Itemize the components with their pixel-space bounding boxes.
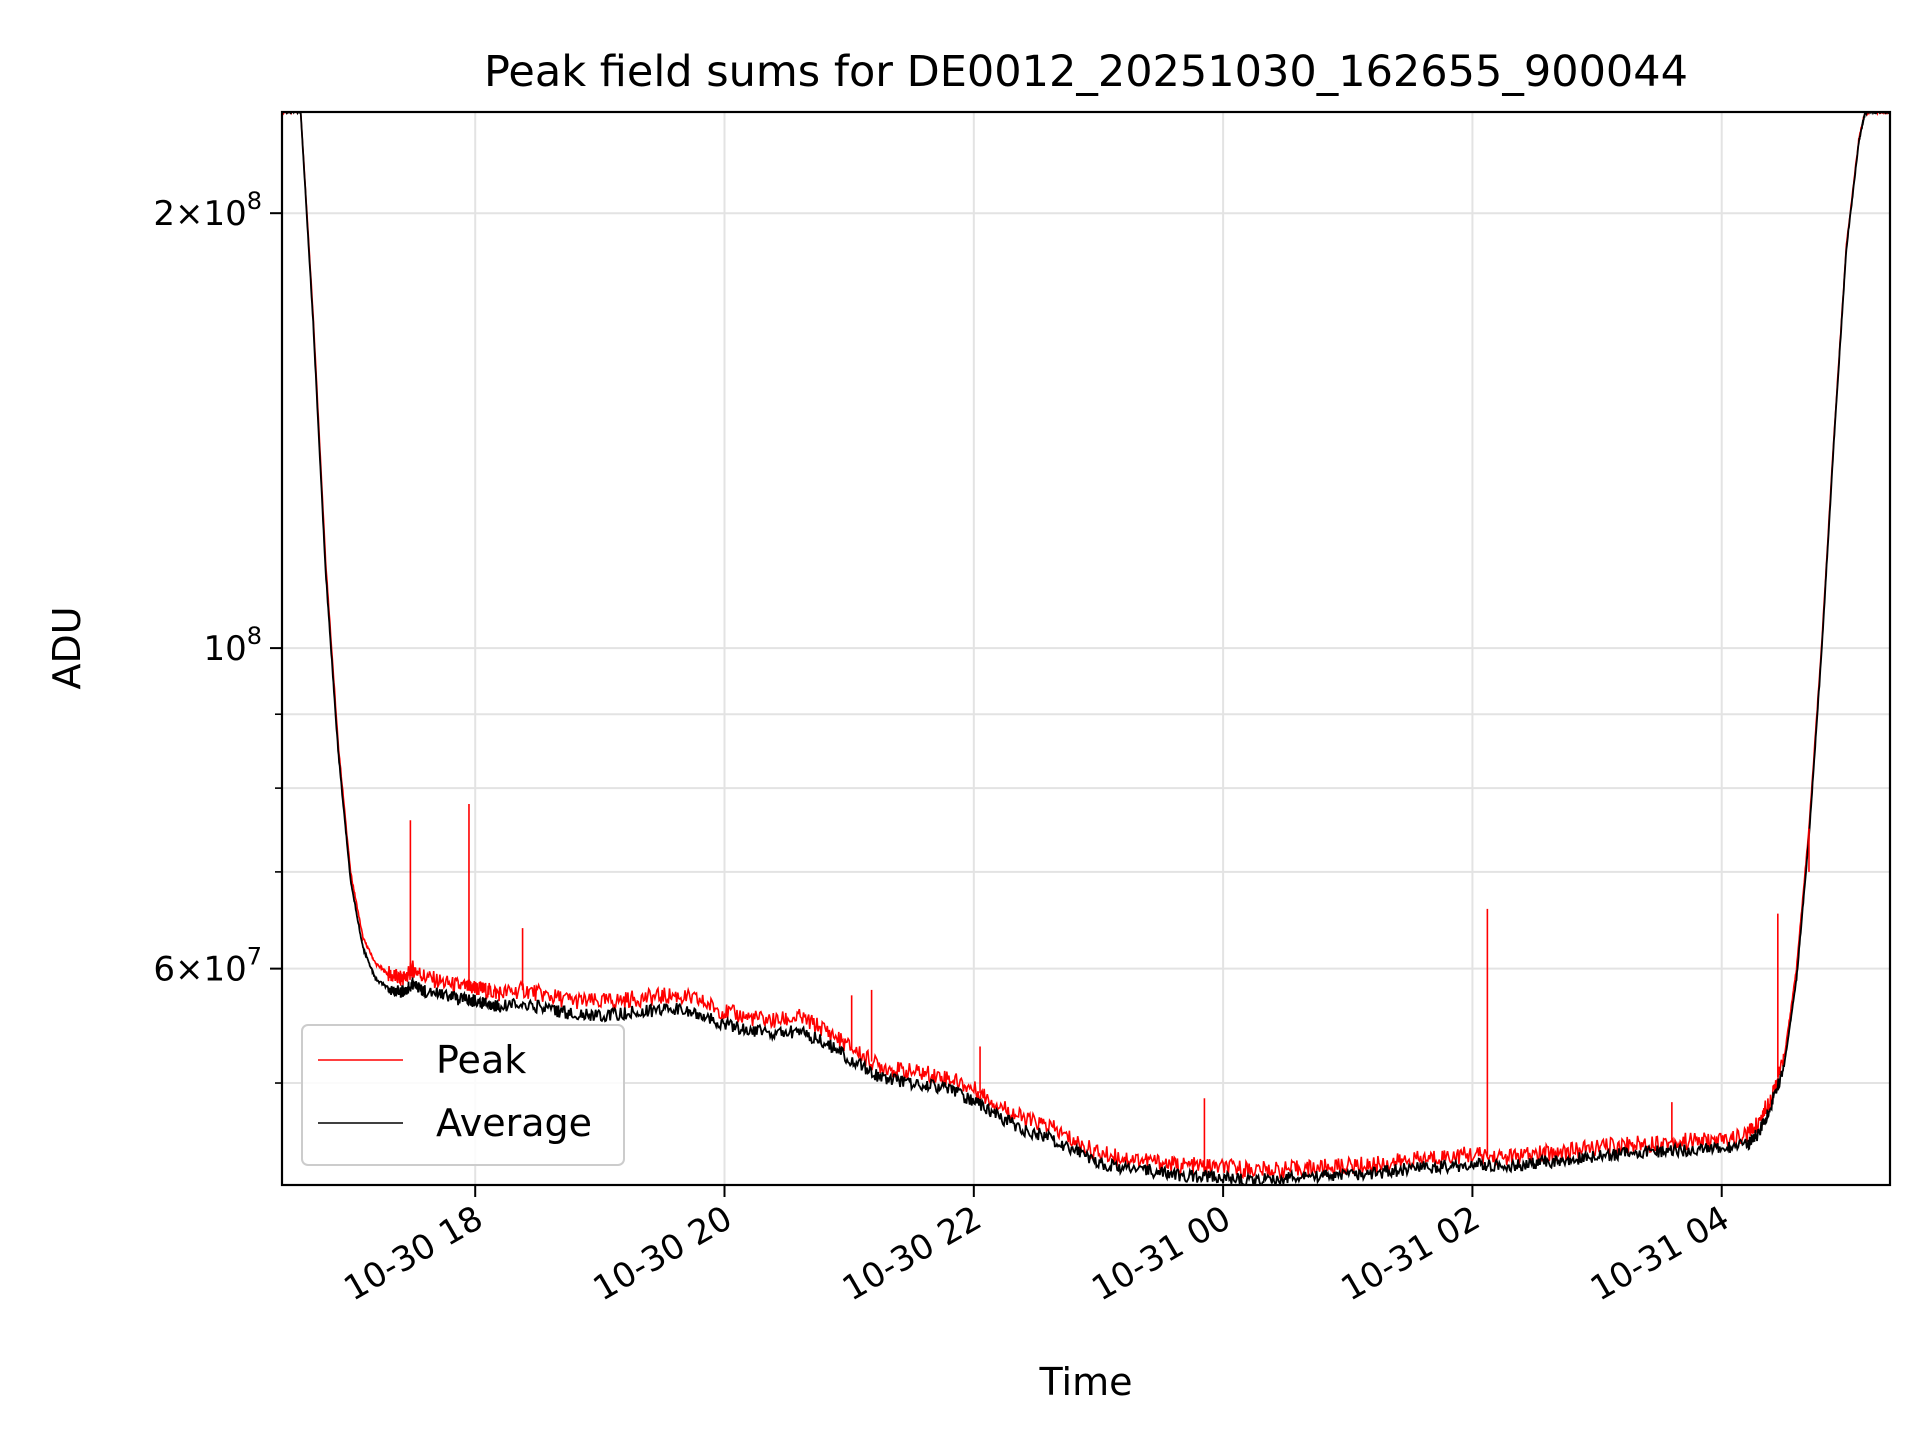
y-tick-exponent: 8 <box>247 622 262 650</box>
y-tick-base: 10 <box>203 629 246 669</box>
x-axis-label: Time <box>1039 1360 1133 1404</box>
legend-peak-label: Peak <box>436 1038 526 1082</box>
y-tick-base: 2×10 <box>153 194 246 234</box>
y-tick-label: 6×107 <box>153 943 262 990</box>
y-axis-label: ADU <box>45 606 89 689</box>
chart-title: Peak field sums for DE0012_20251030_1626… <box>484 47 1688 97</box>
legend-average-label: Average <box>436 1101 592 1145</box>
y-tick-exponent: 7 <box>247 943 262 971</box>
plot-area <box>282 112 1890 1185</box>
y-tick-label: 2×108 <box>153 187 262 234</box>
average-series-line <box>282 112 1890 1185</box>
y-tick-base: 6×10 <box>153 950 246 990</box>
y-tick-label: 108 <box>203 622 262 669</box>
grid <box>282 112 1890 1185</box>
legend: Peak Average <box>301 1024 625 1166</box>
y-tick-exponent: 8 <box>247 187 262 215</box>
